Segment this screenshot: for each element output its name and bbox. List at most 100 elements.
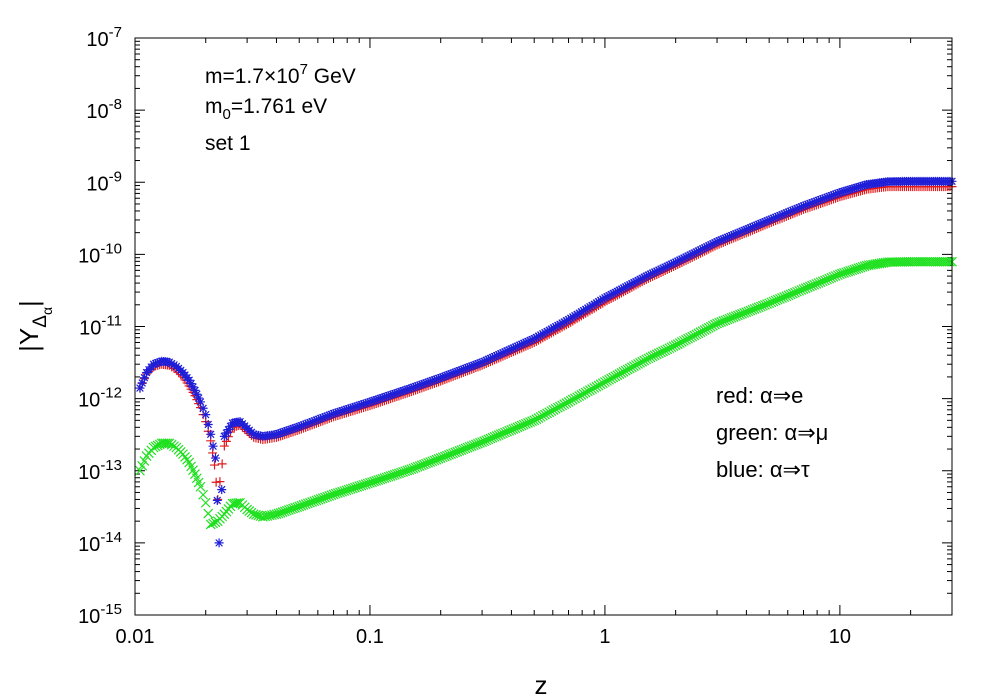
x-tick-label: 0.01 — [116, 626, 155, 648]
legend-entry-red: red: α⇒e — [716, 383, 803, 408]
data-point — [485, 353, 495, 363]
data-point — [335, 407, 345, 417]
data-point — [402, 384, 412, 394]
data-point — [860, 180, 870, 190]
data-point — [700, 243, 710, 253]
data-point — [413, 381, 423, 391]
data-point — [427, 376, 437, 386]
data-point — [687, 249, 697, 259]
data-point — [371, 395, 381, 405]
data-point — [139, 456, 150, 466]
data-point — [570, 311, 580, 321]
data-point — [610, 287, 620, 297]
data-point — [594, 297, 604, 307]
data-point — [849, 183, 859, 193]
data-point — [519, 338, 529, 348]
data-point — [198, 489, 209, 500]
data-point — [454, 366, 464, 376]
data-point — [835, 188, 845, 198]
data-point — [419, 379, 429, 389]
data-point — [194, 393, 204, 403]
data-point — [500, 347, 510, 357]
data-point — [783, 207, 793, 217]
data-point — [758, 218, 768, 228]
data-point — [581, 304, 591, 314]
data-point — [737, 226, 747, 236]
data-point — [494, 350, 504, 360]
data-point — [635, 274, 645, 284]
data-point — [290, 423, 300, 433]
data-point — [766, 214, 776, 224]
data-point — [438, 372, 448, 382]
data-point — [329, 409, 339, 419]
data-point — [604, 291, 614, 301]
data-point — [775, 211, 785, 221]
y-axis-label: |YΔα| — [14, 300, 55, 352]
data-point — [210, 460, 220, 470]
data-point — [200, 497, 211, 508]
legend-entry-blue: blue: α⇒τ — [716, 457, 810, 482]
data-point — [525, 335, 535, 345]
data-point — [710, 238, 720, 248]
data-point — [195, 397, 205, 407]
data-point — [461, 363, 471, 373]
data-point — [585, 302, 595, 312]
data-point — [693, 246, 703, 256]
data-point — [294, 422, 304, 432]
data-point — [214, 538, 224, 548]
data-point — [704, 241, 714, 251]
data-point — [452, 367, 462, 376]
data-point — [945, 256, 955, 267]
data-point — [771, 212, 781, 222]
data-point — [513, 341, 523, 351]
data-point — [483, 354, 493, 364]
data-point — [712, 237, 722, 247]
data-point — [566, 313, 576, 323]
data-point — [606, 290, 616, 300]
data-point — [415, 380, 425, 390]
data-point — [523, 336, 533, 346]
data-point — [442, 370, 452, 380]
data-point — [621, 282, 631, 292]
data-point — [718, 234, 728, 244]
data-point — [714, 236, 724, 246]
data-point — [473, 359, 483, 369]
data-point — [768, 213, 778, 223]
data-point — [722, 232, 732, 242]
data-point — [137, 460, 148, 471]
data-point — [851, 183, 861, 193]
data-point — [286, 424, 296, 434]
data-point — [346, 403, 356, 413]
data-point — [816, 195, 826, 205]
data-point — [219, 441, 229, 451]
mass-annotation: m=1.7×107 GeV — [205, 61, 356, 88]
data-point — [683, 251, 693, 261]
data-point — [217, 485, 227, 495]
data-point — [190, 385, 200, 395]
data-point — [502, 346, 512, 356]
data-point — [429, 375, 439, 385]
data-point — [572, 309, 582, 319]
data-point — [448, 368, 458, 378]
data-point — [781, 208, 791, 218]
data-point — [280, 426, 290, 436]
data-point — [540, 328, 550, 338]
data-point — [311, 415, 321, 425]
data-point — [549, 323, 559, 333]
data-point — [579, 306, 589, 316]
data-point — [284, 425, 294, 435]
data-point — [564, 315, 574, 325]
data-point — [675, 255, 685, 265]
data-point — [627, 279, 637, 289]
data-point — [805, 199, 815, 209]
data-point — [660, 262, 670, 272]
data-point — [725, 231, 735, 241]
data-point — [720, 233, 730, 243]
data-point — [477, 357, 487, 367]
data-point — [639, 272, 649, 282]
data-point — [354, 400, 364, 410]
data-point — [288, 424, 298, 434]
data-point — [467, 361, 477, 371]
data-point — [752, 220, 762, 230]
